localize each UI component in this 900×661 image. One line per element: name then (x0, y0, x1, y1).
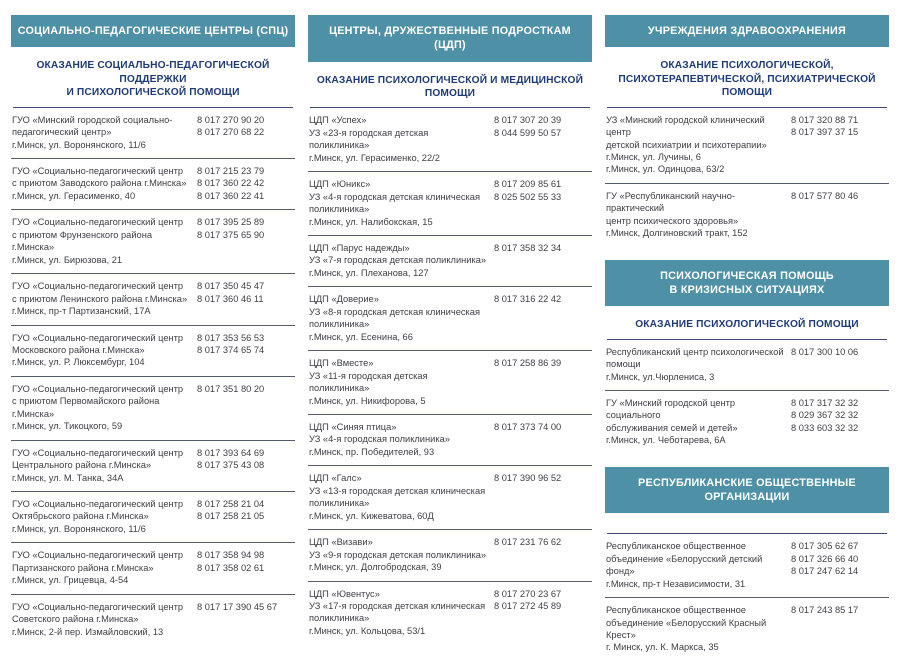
entry-phone-numbers: 8 017 390 96 52 (494, 473, 562, 484)
entry-name-address: ГУО «Социально-педагогический центр с пр… (12, 281, 188, 317)
directory-entry: ГУО «Социально-педагогический центр с пр… (11, 377, 295, 441)
entry-phone-numbers: 8 017 373 74 00 (494, 422, 562, 433)
entry-phone-numbers: 8 017 209 85 61 8 025 502 55 33 (494, 179, 562, 202)
entry-name-address: ГУО «Социально-педагогический центр Моск… (12, 332, 184, 368)
entry-name-address: ЦДП «Юникс» УЗ «4-я городская детская кл… (309, 179, 480, 227)
entry-list: Республиканский центр психологической по… (605, 340, 889, 454)
entry-phone-numbers: 8 017 316 22 42 (494, 294, 562, 305)
entry-phone-numbers: 8 017 353 56 53 8 017 374 65 74 (197, 332, 265, 355)
section-header: СОЦИАЛЬНО-ПЕДАГОГИЧЕСКИЕ ЦЕНТРЫ (СПЦ) (11, 15, 295, 48)
directory-entry: ГУО «Социально-педагогический центр Парт… (11, 543, 295, 595)
entry-name-address: ЦДП «Визави» УЗ «9-я городская детская п… (309, 537, 487, 573)
directory-entry: Республиканское общественное объединение… (605, 534, 889, 599)
entry-name-address: ГУ «Республиканский научно-практический … (606, 190, 748, 239)
brochure-page: СОЦИАЛЬНО-ПЕДАГОГИЧЕСКИЕ ЦЕНТРЫ (СПЦ) ОКА… (11, 15, 889, 652)
entry-phone-numbers: 8 017 351 80 20 (197, 383, 265, 394)
directory-entry: ЦДП «Успех» УЗ «23-я городская детская п… (308, 108, 592, 173)
entry-phone-numbers: 8 017 243 85 17 (791, 605, 859, 616)
entry-name-address: ГУО «Социально-педагогический центр Сове… (12, 601, 184, 637)
directory-entry: Республиканский центр психологической по… (605, 340, 889, 391)
column-healthcare-institutions: УЧРЕЖДЕНИЯ ЗДРАВООХРАНЕНИЯ ОКАЗАНИЕ ПСИХО… (605, 15, 889, 661)
entry-list: ЦДП «Успех» УЗ «23-я городская детская п… (308, 108, 592, 644)
directory-entry: ЦДП «Доверие» УЗ «8-я городская детская … (308, 287, 592, 352)
directory-entry: ЦДП «Юникс» УЗ «4-я городская детская кл… (308, 172, 592, 237)
directory-entry: ЦДП «Синяя птица» УЗ «4-я городская поли… (308, 415, 592, 467)
entry-name-address: ЦДП «Парус надежды» УЗ «7-я городская де… (309, 243, 487, 278)
entry-name-address: ЦДП «Ювентус» УЗ «17-я городская детская… (309, 588, 486, 636)
entry-phone-numbers: 8 017 270 90 20 8 017 270 68 22 (197, 114, 265, 138)
directory-entry: УЗ «Минский городской клинический центр … (605, 108, 889, 184)
directory-entry: ГУ «Республиканский научно-практический … (605, 184, 889, 247)
directory-entry: ГУ «Минский городской центр социального … (605, 391, 889, 454)
directory-entry: ГУО «Социально-педагогический центр с пр… (11, 159, 295, 211)
entry-phone-numbers: 8 017 231 76 62 (494, 537, 562, 548)
entry-phone-numbers: 8 017 215 23 79 8 017 360 22 42 8 017 36… (197, 165, 265, 201)
entry-phone-numbers: 8 017 270 23 67 8 017 272 45 89 (494, 588, 562, 611)
entry-phone-numbers: 8 017 393 64 69 8 017 375 43 08 (197, 447, 265, 471)
section-header: РЕСПУБЛИКАНСКИЕ ОБЩЕСТВЕННЫЕ ОРГАНИЗАЦИИ (605, 466, 889, 514)
entry-list: УЗ «Минский городской клинический центр … (605, 108, 889, 247)
directory-entry: ГУО «Социально-педагогический центр Цент… (11, 441, 295, 493)
column-teen-friendly-centers: ЦЕНТРЫ, ДРУЖЕСТВЕННЫЕ ПОДРОСТКАМ (ЦДП) ОК… (308, 15, 592, 661)
entry-name-address: ЦДП «Успех» УЗ «23-я городская детская п… (309, 115, 440, 163)
entry-name-address: ЦДП «Доверие» УЗ «8-я городская детская … (309, 294, 480, 342)
entry-name-address: Республиканский центр психологической по… (606, 346, 784, 382)
directory-entry: ЦДП «Галс» УЗ «13-я городская детская кл… (308, 466, 592, 531)
directory-entry: ГУО «Социально-педагогический центр Октя… (11, 492, 295, 544)
entry-phone-numbers: 8 017 350 45 47 8 017 360 46 11 (197, 281, 265, 304)
directory-entry: ЦДП «Визави» УЗ «9-я городская детская п… (308, 530, 592, 582)
entry-phone-numbers: 8 017 358 94 98 8 017 358 02 61 (197, 550, 265, 573)
entry-phone-numbers: 8 017 307 20 39 8 044 599 50 57 (494, 115, 562, 138)
entry-phone-numbers: 8 017 17 390 45 67 (197, 601, 278, 612)
directory-entry: ГУО «Социально-педагогический центр Сове… (11, 595, 295, 645)
entry-phone-numbers: 8 017 317 32 32 8 029 367 32 32 8 033 60… (791, 398, 859, 433)
column-social-pedagogical-centers: СОЦИАЛЬНО-ПЕДАГОГИЧЕСКИЕ ЦЕНТРЫ (СПЦ) ОКА… (11, 15, 295, 661)
section-subheader: ОКАЗАНИЕ ПСИХОЛОГИЧЕСКОЙ ПОМОЩИ (607, 318, 887, 340)
entry-name-address: ЦДП «Вместе» УЗ «11-я городская детская … (309, 358, 428, 406)
entry-list: Республиканское общественное объединение… (605, 534, 889, 661)
entry-phone-numbers: 8 017 300 10 06 (791, 346, 859, 357)
entry-phone-numbers: 8 017 258 21 04 8 017 258 21 05 (197, 499, 265, 522)
section-header: ЦЕНТРЫ, ДРУЖЕСТВЕННЫЕ ПОДРОСТКАМ (ЦДП) (308, 15, 592, 62)
section-header: ПСИХОЛОГИЧЕСКАЯ ПОМОЩЬ В КРИЗИСНЫХ СИТУА… (605, 259, 889, 307)
directory-entry: ГУО «Социально-педагогический центр с пр… (11, 210, 295, 275)
directory-entry: ГУО «Социально-педагогический центр Моск… (11, 326, 295, 377)
entry-name-address: ГУО «Социально-педагогический центр с пр… (12, 165, 187, 201)
entry-phone-numbers: 8 017 305 62 67 8 017 326 66 40 8 017 24… (791, 541, 859, 577)
section-header: УЧРЕЖДЕНИЯ ЗДРАВООХРАНЕНИЯ (605, 15, 889, 48)
entry-list: ГУО «Минский городской социально- педаго… (11, 108, 295, 646)
section-subheader: ОКАЗАНИЕ ПСИХОЛОГИЧЕСКОЙ И МЕДИЦИНСКОЙ П… (310, 74, 590, 109)
entry-phone-numbers: 8 017 320 88 71 8 017 397 37 15 (791, 114, 859, 138)
section-divider (607, 513, 887, 535)
entry-name-address: ГУО «Социально-педагогический центр с пр… (12, 383, 184, 432)
entry-phone-numbers: 8 017 395 25 89 8 017 375 65 90 (197, 217, 265, 240)
directory-entry: Республиканское общественное объединение… (605, 598, 889, 661)
entry-name-address: УЗ «Минский городской клинический центр … (606, 114, 767, 175)
directory-entry: ГУО «Социально-педагогический центр с пр… (11, 274, 295, 326)
entry-name-address: ГУО «Социально-педагогический центр Октя… (12, 499, 184, 534)
directory-entry: ЦДП «Вместе» УЗ «11-я городская детская … (308, 351, 592, 416)
section-subheader: ОКАЗАНИЕ ПСИХОЛОГИЧЕСКОЙ, ПСИХОТЕРАПЕВТИ… (607, 59, 887, 108)
entry-name-address: ГУ «Минский городской центр социального … (606, 398, 738, 446)
entry-name-address: ГУО «Социально-педагогический центр Парт… (12, 550, 184, 586)
section-subheader: ОКАЗАНИЕ СОЦИАЛЬНО-ПЕДАГОГИЧЕСКОЙ ПОДДЕР… (13, 59, 293, 108)
entry-name-address: Республиканское общественное объединение… (606, 541, 763, 589)
entry-name-address: ГУО «Социально-педагогический центр с пр… (12, 217, 184, 265)
entry-name-address: ЦДП «Синяя птица» УЗ «4-я городская поли… (309, 422, 450, 457)
entry-name-address: ГУО «Социально-педагогический центр Цент… (12, 447, 184, 483)
entry-phone-numbers: 8 017 258 86 39 (494, 358, 562, 369)
entry-name-address: Республиканское общественное объединение… (606, 605, 767, 653)
entry-phone-numbers: 8 017 577 80 46 (791, 190, 859, 201)
entry-name-address: ГУО «Минский городской социально- педаго… (12, 114, 173, 150)
entry-name-address: ЦДП «Галс» УЗ «13-я городская детская кл… (309, 473, 486, 521)
entry-phone-numbers: 8 017 358 32 34 (494, 243, 562, 254)
directory-entry: ЦДП «Парус надежды» УЗ «7-я городская де… (308, 236, 592, 288)
directory-entry: ГУО «Минский городской социально- педаго… (11, 108, 295, 159)
directory-entry: ЦДП «Ювентус» УЗ «17-я городская детская… (308, 582, 592, 645)
